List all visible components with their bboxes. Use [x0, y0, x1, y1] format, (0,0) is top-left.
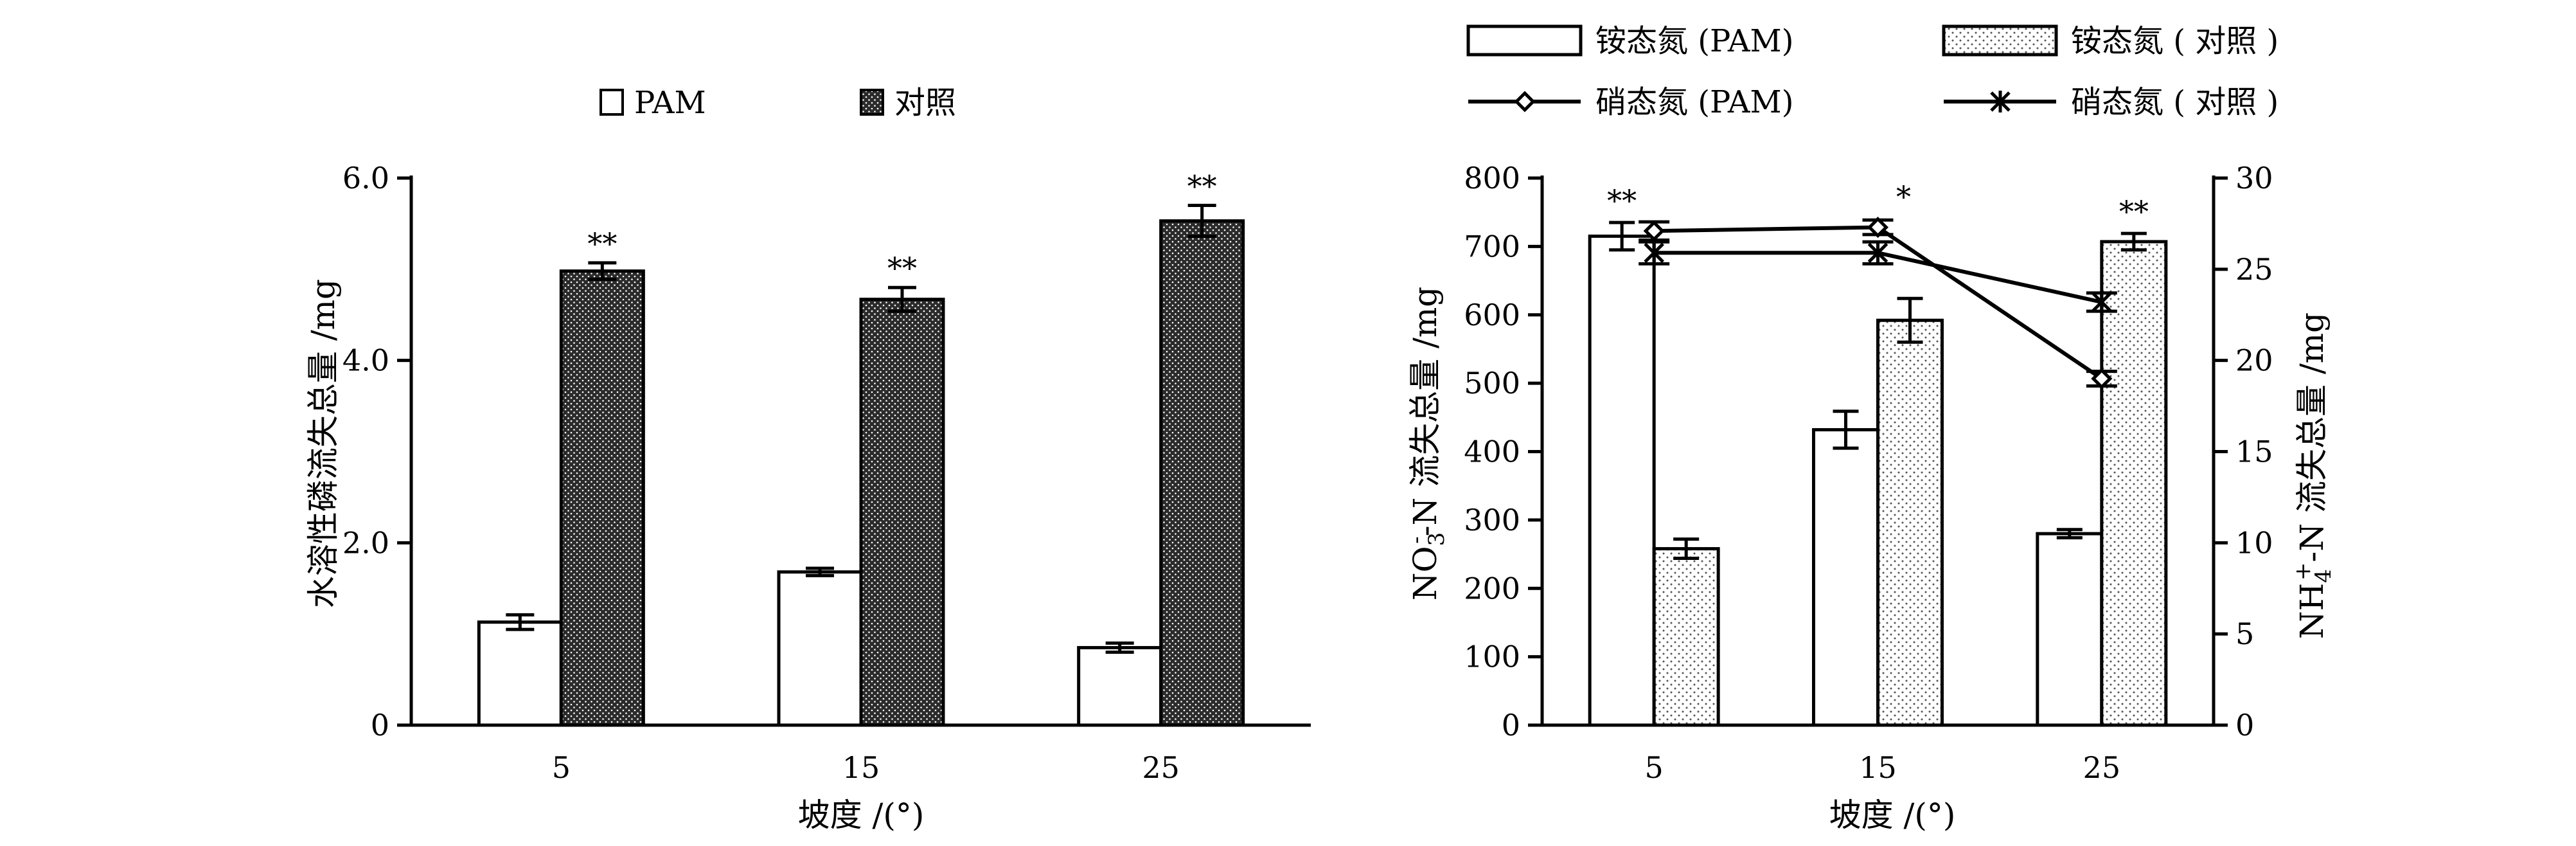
right-y-label-main: NH — [2293, 583, 2331, 639]
x-axis-label: 坡度 /(°) — [1829, 797, 1956, 834]
error-bar — [1897, 296, 1923, 344]
error-bar — [588, 261, 617, 281]
legend-label: 铵态氮 ( 对照 ) — [2071, 23, 2278, 59]
right-y-label-sup: + — [2290, 562, 2316, 581]
legend-label: 对照 — [894, 85, 956, 121]
bar — [1588, 234, 1656, 727]
left-y-tick-label: 100 — [1464, 640, 1520, 674]
right-y-axis-label: NH4+-N 流失总量 /mg — [2290, 312, 2336, 639]
right-y-label-rest: -N 流失总量 /mg — [2293, 312, 2331, 562]
axes: 0 2.0 4.0 6.0 5 15 25 — [342, 161, 1311, 785]
bars: ** ** ** — [477, 169, 1245, 727]
x-tick-label: 5 — [552, 750, 571, 785]
left-y-label-sup: - — [1403, 536, 1429, 544]
bar — [2036, 532, 2104, 727]
error-bar — [1833, 410, 1859, 450]
bar — [1812, 428, 1879, 727]
bar — [2100, 240, 2168, 727]
significance-marker: ** — [587, 226, 617, 261]
bar — [1077, 645, 1163, 727]
right-y-tick-label: 30 — [2235, 161, 2273, 195]
asterisk-marker — [1644, 242, 1664, 264]
diamond-marker — [1867, 217, 1889, 239]
y-tick-label: 6.0 — [342, 161, 389, 195]
right-y-tick-label: 5 — [2235, 616, 2254, 651]
x-tick-label: 25 — [1142, 750, 1180, 785]
lines: * — [1639, 179, 2117, 390]
error-bar — [2056, 528, 2083, 540]
asterisk-marker — [2092, 291, 2112, 313]
error-bar — [806, 566, 834, 577]
legend-label: 硝态氮 (PAM) — [1595, 84, 1793, 120]
asterisk-marker — [1867, 242, 1888, 264]
error-bar — [2120, 231, 2147, 252]
significance-marker: ** — [1607, 183, 1637, 218]
right-y-tick-label: 15 — [2235, 435, 2273, 469]
legend: 铵态氮 (PAM) 铵态氮 ( 对照 ) 硝态氮 (PAM) 硝态氮 ( 对照 ) — [1466, 23, 2278, 120]
y-tick-label: 0 — [371, 708, 389, 742]
legend-swatch — [1466, 24, 1583, 57]
legend-swatch — [1942, 24, 2058, 57]
error-bar — [1609, 221, 1635, 252]
chart-phosphorus: PAM 对照 ** ** ** 0 2.0 4.0 6.0 5 15 25 水溶性磷流失总量 /m… — [305, 85, 1311, 834]
left-y-axis-label: NO3--N 流失总量 /mg — [1403, 287, 1450, 601]
bar — [1159, 219, 1245, 727]
diamond-marker — [2091, 368, 2113, 390]
legend-swatch — [600, 89, 624, 116]
significance-marker: ** — [1187, 169, 1217, 204]
left-y-tick-label: 700 — [1464, 229, 1520, 264]
bar — [777, 570, 863, 727]
axes: 0 100 200 300 400 500 600 700 800 0 5 10 15 20 25 30 5 15… — [1464, 161, 2273, 785]
legend-label: 铵态氮 (PAM) — [1595, 23, 1793, 59]
legend-swatch — [860, 89, 884, 116]
x-tick-label: 5 — [1645, 750, 1664, 785]
legend-label: PAM — [634, 85, 706, 121]
left-y-label-main: NO — [1407, 546, 1444, 601]
x-axis-label: 坡度 /(°) — [798, 797, 925, 834]
left-y-tick-label: 800 — [1464, 161, 1520, 195]
bars: ** ** — [1588, 183, 2168, 727]
asterisk-marker — [1990, 91, 2011, 113]
right-y-tick-label: 0 — [2235, 708, 2254, 742]
significance-marker: ** — [887, 251, 917, 285]
right-y-tick-label: 20 — [2235, 343, 2273, 378]
diamond-marker — [1643, 220, 1665, 242]
x-tick-label: 15 — [842, 750, 880, 785]
bar — [1876, 318, 1944, 727]
error-bar — [1187, 204, 1216, 239]
left-y-tick-label: 500 — [1464, 366, 1520, 401]
left-y-tick-label: 0 — [1502, 708, 1520, 742]
bar — [477, 620, 563, 727]
legend-label: 硝态氮 ( 对照 ) — [2071, 84, 2278, 120]
left-y-label-sub: 3 — [1424, 532, 1450, 546]
y-tick-label: 2.0 — [342, 525, 389, 560]
bar — [1652, 547, 1720, 727]
left-y-tick-label: 400 — [1464, 435, 1520, 469]
error-bar — [1673, 537, 1700, 560]
right-y-tick-label: 25 — [2235, 252, 2273, 287]
left-y-label-rest: -N 流失总量 /mg — [1407, 287, 1444, 537]
legend: PAM 对照 — [600, 85, 956, 121]
y-axis-label: 水溶性磷流失总量 /mg — [305, 279, 342, 608]
error-bar — [1105, 641, 1134, 654]
left-y-tick-label: 300 — [1464, 503, 1520, 537]
significance-marker: * — [1896, 179, 1911, 214]
x-tick-label: 15 — [1859, 750, 1897, 785]
right-y-label-sub: 4 — [2311, 569, 2336, 583]
bar — [859, 298, 945, 727]
x-tick-label: 25 — [2083, 750, 2121, 785]
left-y-tick-label: 200 — [1464, 571, 1520, 606]
y-tick-label: 4.0 — [342, 343, 389, 378]
significance-marker: ** — [2119, 194, 2149, 229]
chart-nitrogen: 铵态氮 (PAM) 铵态氮 ( 对照 ) 硝态氮 (PAM) 硝态氮 ( 对照 ) *… — [1403, 23, 2336, 834]
error-bar — [506, 613, 535, 631]
bar — [559, 269, 645, 727]
left-y-tick-label: 600 — [1464, 298, 1520, 332]
right-y-tick-label: 10 — [2235, 525, 2273, 560]
error-bar — [888, 285, 916, 313]
diamond-marker — [1514, 91, 1536, 113]
